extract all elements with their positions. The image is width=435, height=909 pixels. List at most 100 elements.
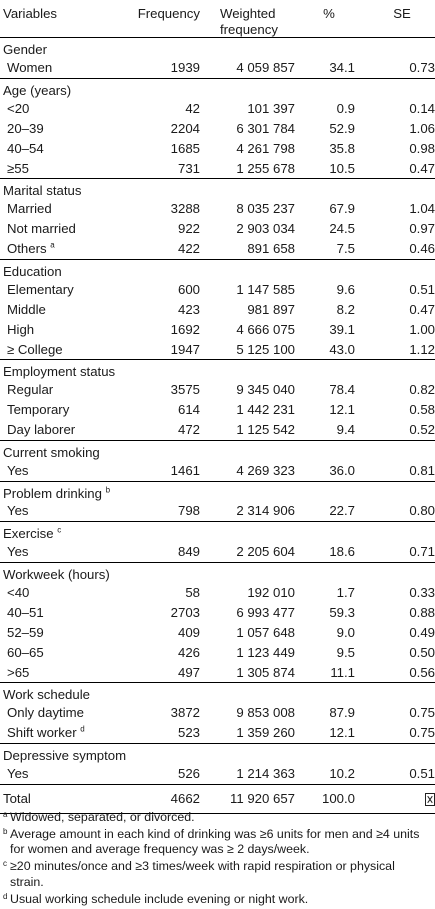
table-row: 40–54 1685 4 261 798 35.8 0.98 [0,138,435,158]
frequency-cell: 3288 [170,201,200,217]
group-header-row: Employment status [0,360,435,380]
frequency-cell: 58 [185,584,200,600]
footnote-mark: a [3,810,8,819]
row-label-text: Not married [7,221,76,237]
percent-cell: 12.1 [329,402,355,418]
frequency-cell: 426 [177,644,200,660]
se-cell: 0.47 [409,160,435,176]
percent-cell: 78.4 [329,382,355,398]
percent-cell: 10.2 [329,765,355,781]
group-name-text: Problem drinking [3,485,102,501]
group-name-text: Work schedule [3,687,90,703]
frequency-cell: 614 [177,402,200,418]
row-label-text: Only daytime [7,705,84,721]
group-header-row: Depressive symptom [0,743,435,763]
variable-group: Gender Women 1939 4 059 857 34.1 0.73 [0,37,435,79]
row-label: Temporary [0,400,132,420]
variable-group: Current smoking Yes 1461 4 269 323 36.0 0.81 [0,440,435,482]
table-row: 20–39 2204 6 301 784 52.9 1.06 [0,118,435,138]
se-cell: 0.47 [409,301,435,317]
row-label-text: 60–65 [7,644,44,660]
group-name-text: Gender [3,42,47,58]
group-header-row: Age (years) [0,78,435,98]
table-row: Married 3288 8 035 237 67.9 1.04 [0,199,435,219]
group-header-row: Work schedule [0,683,435,703]
table-row: Day laborer 472 1 125 542 9.4 0.52 [0,420,435,441]
row-label-text: Temporary [7,402,70,418]
frequency-cell: 600 [177,281,200,297]
row-label-text: >65 [7,664,30,680]
row-label: <40 [0,582,132,602]
frequency-cell: 1939 [170,59,200,75]
frequency-cell: 1947 [170,341,200,357]
group-name: Employment status [0,360,435,380]
se-cell: 0.14 [409,100,435,116]
se-cell: 0.49 [409,624,435,640]
footnote: b Average amount in each kind of drinking… [3,827,431,857]
table-row: 60–65 426 1 123 449 9.5 0.50 [0,642,435,662]
total-weighted-frequency: 11 920 657 [229,790,295,806]
se-cell: 1.12 [409,341,435,357]
weighted-frequency-cell: 6 301 784 [236,120,295,136]
percent-cell: 1.7 [336,584,355,600]
frequency-cell: 497 [177,664,200,680]
frequency-cell: 42 [185,100,200,116]
group-header-row: Current smoking [0,441,435,461]
variable-group: Workweek (hours) <40 58 192 010 1.7 0.33 40–51… [0,562,435,683]
percent-cell: 8.2 [336,301,355,317]
percent-cell: 24.5 [329,221,355,237]
weighted-frequency-cell: 891 658 [247,241,295,257]
se-cell: 0.80 [409,503,435,519]
percent-cell: 9.6 [336,281,355,297]
row-label: 40–51 [0,602,132,622]
header-weighted-frequency: Weighted frequency [200,6,295,38]
row-label: Day laborer [0,420,132,441]
weighted-frequency-cell: 1 255 678 [236,160,295,176]
table-row: ≥55 731 1 255 678 10.5 0.47 [0,158,435,179]
weighted-frequency-cell: 1 123 449 [236,644,295,660]
row-label: Shift worker d [0,723,132,744]
group-name-text: Marital status [3,183,82,199]
se-cell: 1.00 [409,321,435,337]
table-row: Regular 3575 9 345 040 78.4 0.82 [0,380,435,400]
footnote-mark: b [3,827,8,837]
table-row: Elementary 600 1 147 585 9.6 0.51 [0,279,435,299]
table-row: 52–59 409 1 057 648 9.0 0.49 [0,622,435,642]
weighted-frequency-cell: 4 269 323 [236,462,295,478]
percent-cell: 9.0 [336,624,355,640]
row-label-text: Regular [7,382,54,398]
table-row: Yes 798 2 314 906 22.7 0.80 [0,501,435,522]
total-row: Total 4662 11 920 657 100.0 [0,784,435,813]
row-label-text: Day laborer [7,422,76,438]
group-name-text: Current smoking [3,445,100,461]
row-label-text: 40–51 [7,604,44,620]
group-name-text: Exercise [3,526,54,542]
se-cell: 0.46 [409,241,435,257]
table-row: 40–51 2703 6 993 477 59.3 0.88 [0,602,435,622]
footnote-mark: d [3,891,8,901]
row-label: 20–39 [0,118,132,138]
percent-cell: 22.7 [329,503,355,519]
frequency-cell: 3575 [170,382,200,398]
group-header-row: Education [0,259,435,279]
table-row: Not married 922 2 903 034 24.5 0.97 [0,219,435,239]
percent-cell: 9.4 [336,422,355,438]
footnote-text: Average amount in each kind of drinking … [10,827,420,857]
row-label-text: ≥55 [7,160,29,176]
variable-group: Problem drinking b Yes 798 2 314 906 22.7 0.8… [0,481,435,522]
header-variables: Variables [3,6,57,21]
row-label: Regular [0,380,132,400]
row-label: Yes [0,542,132,563]
row-label-text: 52–59 [7,624,44,640]
group-name-text: Age (years) [3,82,72,98]
frequency-cell: 1692 [170,321,200,337]
total-group: Total 4662 11 920 657 100.0 [0,784,435,814]
frequency-cell: 798 [177,503,200,519]
total-label: Total [3,790,31,806]
frequency-cell: 409 [177,624,200,640]
row-label-text: High [7,321,35,337]
se-cell: 1.04 [409,201,435,217]
row-label: 60–65 [0,642,132,662]
row-label: ≥ College [0,339,132,360]
total-frequency: 4662 [170,790,200,806]
